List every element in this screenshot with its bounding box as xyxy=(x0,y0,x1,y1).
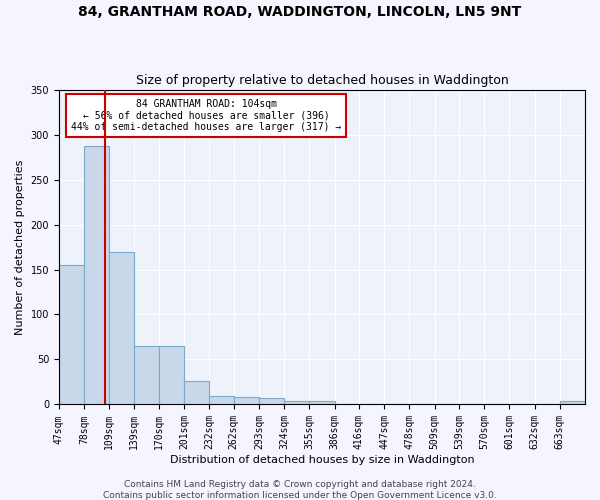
Bar xyxy=(259,398,284,404)
Bar xyxy=(134,346,159,405)
Bar xyxy=(209,396,234,404)
Text: 84, GRANTHAM ROAD, WADDINGTON, LINCOLN, LN5 9NT: 84, GRANTHAM ROAD, WADDINGTON, LINCOLN, … xyxy=(79,5,521,19)
Y-axis label: Number of detached properties: Number of detached properties xyxy=(15,160,25,334)
Bar xyxy=(84,146,109,405)
X-axis label: Distribution of detached houses by size in Waddington: Distribution of detached houses by size … xyxy=(170,455,474,465)
Bar xyxy=(234,398,259,404)
Bar xyxy=(59,265,84,404)
Bar xyxy=(284,401,310,404)
Bar xyxy=(560,401,585,404)
Bar xyxy=(109,252,134,404)
Text: 84 GRANTHAM ROAD: 104sqm
← 56% of detached houses are smaller (396)
44% of semi-: 84 GRANTHAM ROAD: 104sqm ← 56% of detach… xyxy=(71,99,341,132)
Bar xyxy=(184,381,209,404)
Bar xyxy=(159,346,184,405)
Title: Size of property relative to detached houses in Waddington: Size of property relative to detached ho… xyxy=(136,74,508,87)
Bar xyxy=(310,401,335,404)
Text: Contains HM Land Registry data © Crown copyright and database right 2024.
Contai: Contains HM Land Registry data © Crown c… xyxy=(103,480,497,500)
